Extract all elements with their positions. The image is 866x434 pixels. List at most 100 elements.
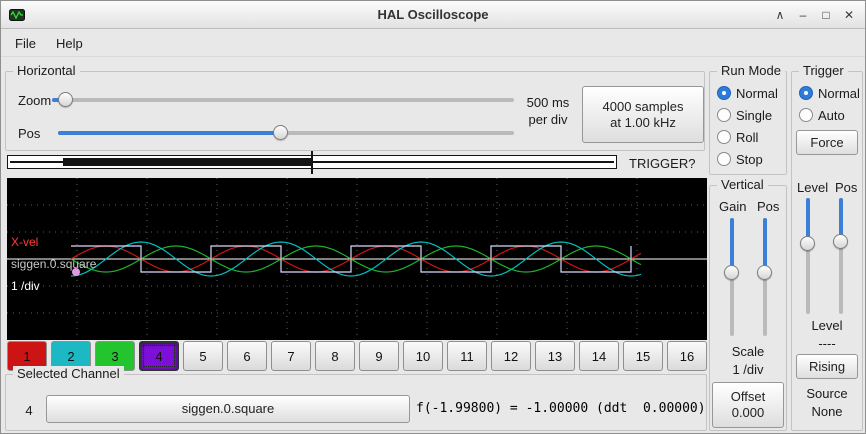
radio-circle[interactable] (799, 108, 813, 122)
gain-slider[interactable] (724, 218, 740, 336)
trigger-option-normal[interactable]: Normal (794, 82, 860, 104)
radio-label: Normal (736, 85, 778, 101)
channel-button-6[interactable]: 6 (227, 341, 267, 371)
slider-thumb[interactable] (757, 265, 772, 281)
close-button[interactable]: ✕ (843, 8, 855, 22)
maximize-button[interactable]: □ (822, 8, 830, 22)
channel-button-12[interactable]: 12 (491, 341, 531, 371)
samples-line2: at 1.00 kHz (610, 114, 676, 130)
channel-button-4[interactable]: 4 (139, 341, 179, 371)
menu-help[interactable]: Help (55, 35, 83, 51)
trigger-pos-slider[interactable] (833, 198, 849, 314)
vertical-group-label: Vertical (717, 177, 768, 192)
trigger-position-tick[interactable] (311, 151, 313, 174)
channel-button-14[interactable]: 14 (579, 341, 619, 371)
slider-track (806, 198, 810, 314)
menu-file[interactable]: File (15, 35, 36, 51)
scale-label: Scale (731, 344, 765, 359)
selected-channel-group: Selected Channel 4 siggen.0.square f(-1.… (5, 366, 707, 431)
channel-button-16[interactable]: 16 (667, 341, 707, 371)
scope-label-3: 1 /div (11, 279, 40, 293)
channel-button-11[interactable]: 11 (447, 341, 487, 371)
horizontal-group: Horizontal Zoom Pos 500 ms per div 4000 … (5, 63, 705, 151)
run-mode-options: Normal Single Roll Stop (712, 82, 784, 170)
channel-button-15[interactable]: 15 (623, 341, 663, 371)
vertical-pos-slider[interactable] (757, 218, 773, 336)
scope-label-2: siggen.0.square (11, 257, 97, 271)
radio-label: Normal (818, 85, 860, 101)
radio-circle[interactable] (717, 108, 731, 122)
radio-circle[interactable] (717, 152, 731, 166)
minimize-button[interactable]: – (799, 8, 807, 22)
trigger-source-value[interactable]: None (811, 404, 843, 419)
channel-button-7[interactable]: 7 (271, 341, 311, 371)
horizontal-pos-slider[interactable] (58, 125, 514, 141)
trigger-level-value: ---- (818, 336, 836, 351)
selected-channel-number: 4 (25, 402, 33, 418)
radio-circle[interactable] (799, 86, 813, 100)
time-per-div: 500 ms per div (516, 94, 580, 128)
zoom-slider[interactable] (52, 92, 514, 108)
channel-1-sine (70, 245, 642, 273)
offset-button[interactable]: Offset 0.000 (712, 382, 784, 428)
channel-value-readout: f(-1.99800) = -1.00000 (ddt 0.00000) (416, 401, 706, 416)
offset-value: 0.000 (731, 405, 765, 420)
slider-fill (763, 218, 767, 274)
gain-label: Gain (719, 199, 747, 214)
slider-thumb[interactable] (273, 125, 289, 140)
trigger-level-col-label: Level (797, 180, 829, 195)
app-icon (9, 7, 25, 23)
run-mode-option-single[interactable]: Single (712, 104, 784, 126)
window-title: HAL Oscilloscope (377, 7, 489, 22)
radio-circle[interactable] (717, 86, 731, 100)
trigger-pos-col-label: Pos (835, 180, 858, 195)
menubar: File Help (1, 30, 865, 57)
channel-button-13[interactable]: 13 (535, 341, 575, 371)
trigger-options: Normal Auto (794, 82, 860, 126)
slider-track (52, 98, 514, 102)
record-visible-window[interactable] (62, 158, 312, 166)
run-mode-option-roll[interactable]: Roll (712, 126, 784, 148)
sample-marker (72, 268, 80, 276)
per-div-line1: 500 ms (526, 95, 570, 110)
trigger-option-auto[interactable]: Auto (794, 104, 860, 126)
trigger-source-label: Source (806, 386, 848, 401)
radio-label: Roll (736, 129, 759, 145)
channel-button-5[interactable]: 5 (183, 341, 223, 371)
zoom-label: Zoom (18, 93, 52, 108)
scope-label-1: X-vel (11, 235, 39, 249)
scale-value: 1 /div (732, 362, 764, 377)
samples-button[interactable]: 4000 samples at 1.00 kHz (582, 86, 704, 143)
run-mode-option-normal[interactable]: Normal (712, 82, 784, 104)
force-button[interactable]: Force (796, 130, 858, 155)
radio-label: Auto (818, 107, 845, 123)
scope-display[interactable]: X-vel siggen.0.square 1 /div (7, 178, 707, 340)
slider-thumb[interactable] (57, 92, 73, 107)
slider-fill (58, 131, 282, 135)
slider-thumb[interactable] (833, 234, 848, 250)
selected-channel-group-label: Selected Channel (13, 366, 124, 381)
slider-thumb[interactable] (800, 236, 815, 252)
radio-circle[interactable] (717, 130, 731, 144)
channel-button-9[interactable]: 9 (359, 341, 399, 371)
run-mode-group-label: Run Mode (717, 63, 785, 78)
trigger-level-slider[interactable] (800, 198, 816, 314)
titlebar[interactable]: HAL Oscilloscope ∧ – □ ✕ (1, 1, 865, 29)
channel-button-8[interactable]: 8 (315, 341, 355, 371)
window-controls: ∧ – □ ✕ (770, 1, 859, 29)
per-div-line2: per div (528, 112, 568, 127)
offset-label: Offset (730, 389, 766, 404)
radio-label: Single (736, 107, 773, 123)
selected-channel-name-button[interactable]: siggen.0.square (46, 395, 410, 423)
slider-track (839, 198, 843, 314)
samples-line1: 4000 samples (602, 98, 684, 114)
trigger-group: Trigger Normal Auto Force Level Pos Level… (791, 63, 863, 431)
shade-button[interactable]: ∧ (775, 8, 785, 22)
trigger-edge-button[interactable]: Rising (796, 354, 858, 379)
channel-button-10[interactable]: 10 (403, 341, 443, 371)
trigger-question-label: TRIGGER? (629, 156, 696, 171)
scope-canvas (7, 178, 707, 340)
slider-thumb[interactable] (724, 265, 739, 281)
run-mode-option-stop[interactable]: Stop (712, 148, 784, 170)
